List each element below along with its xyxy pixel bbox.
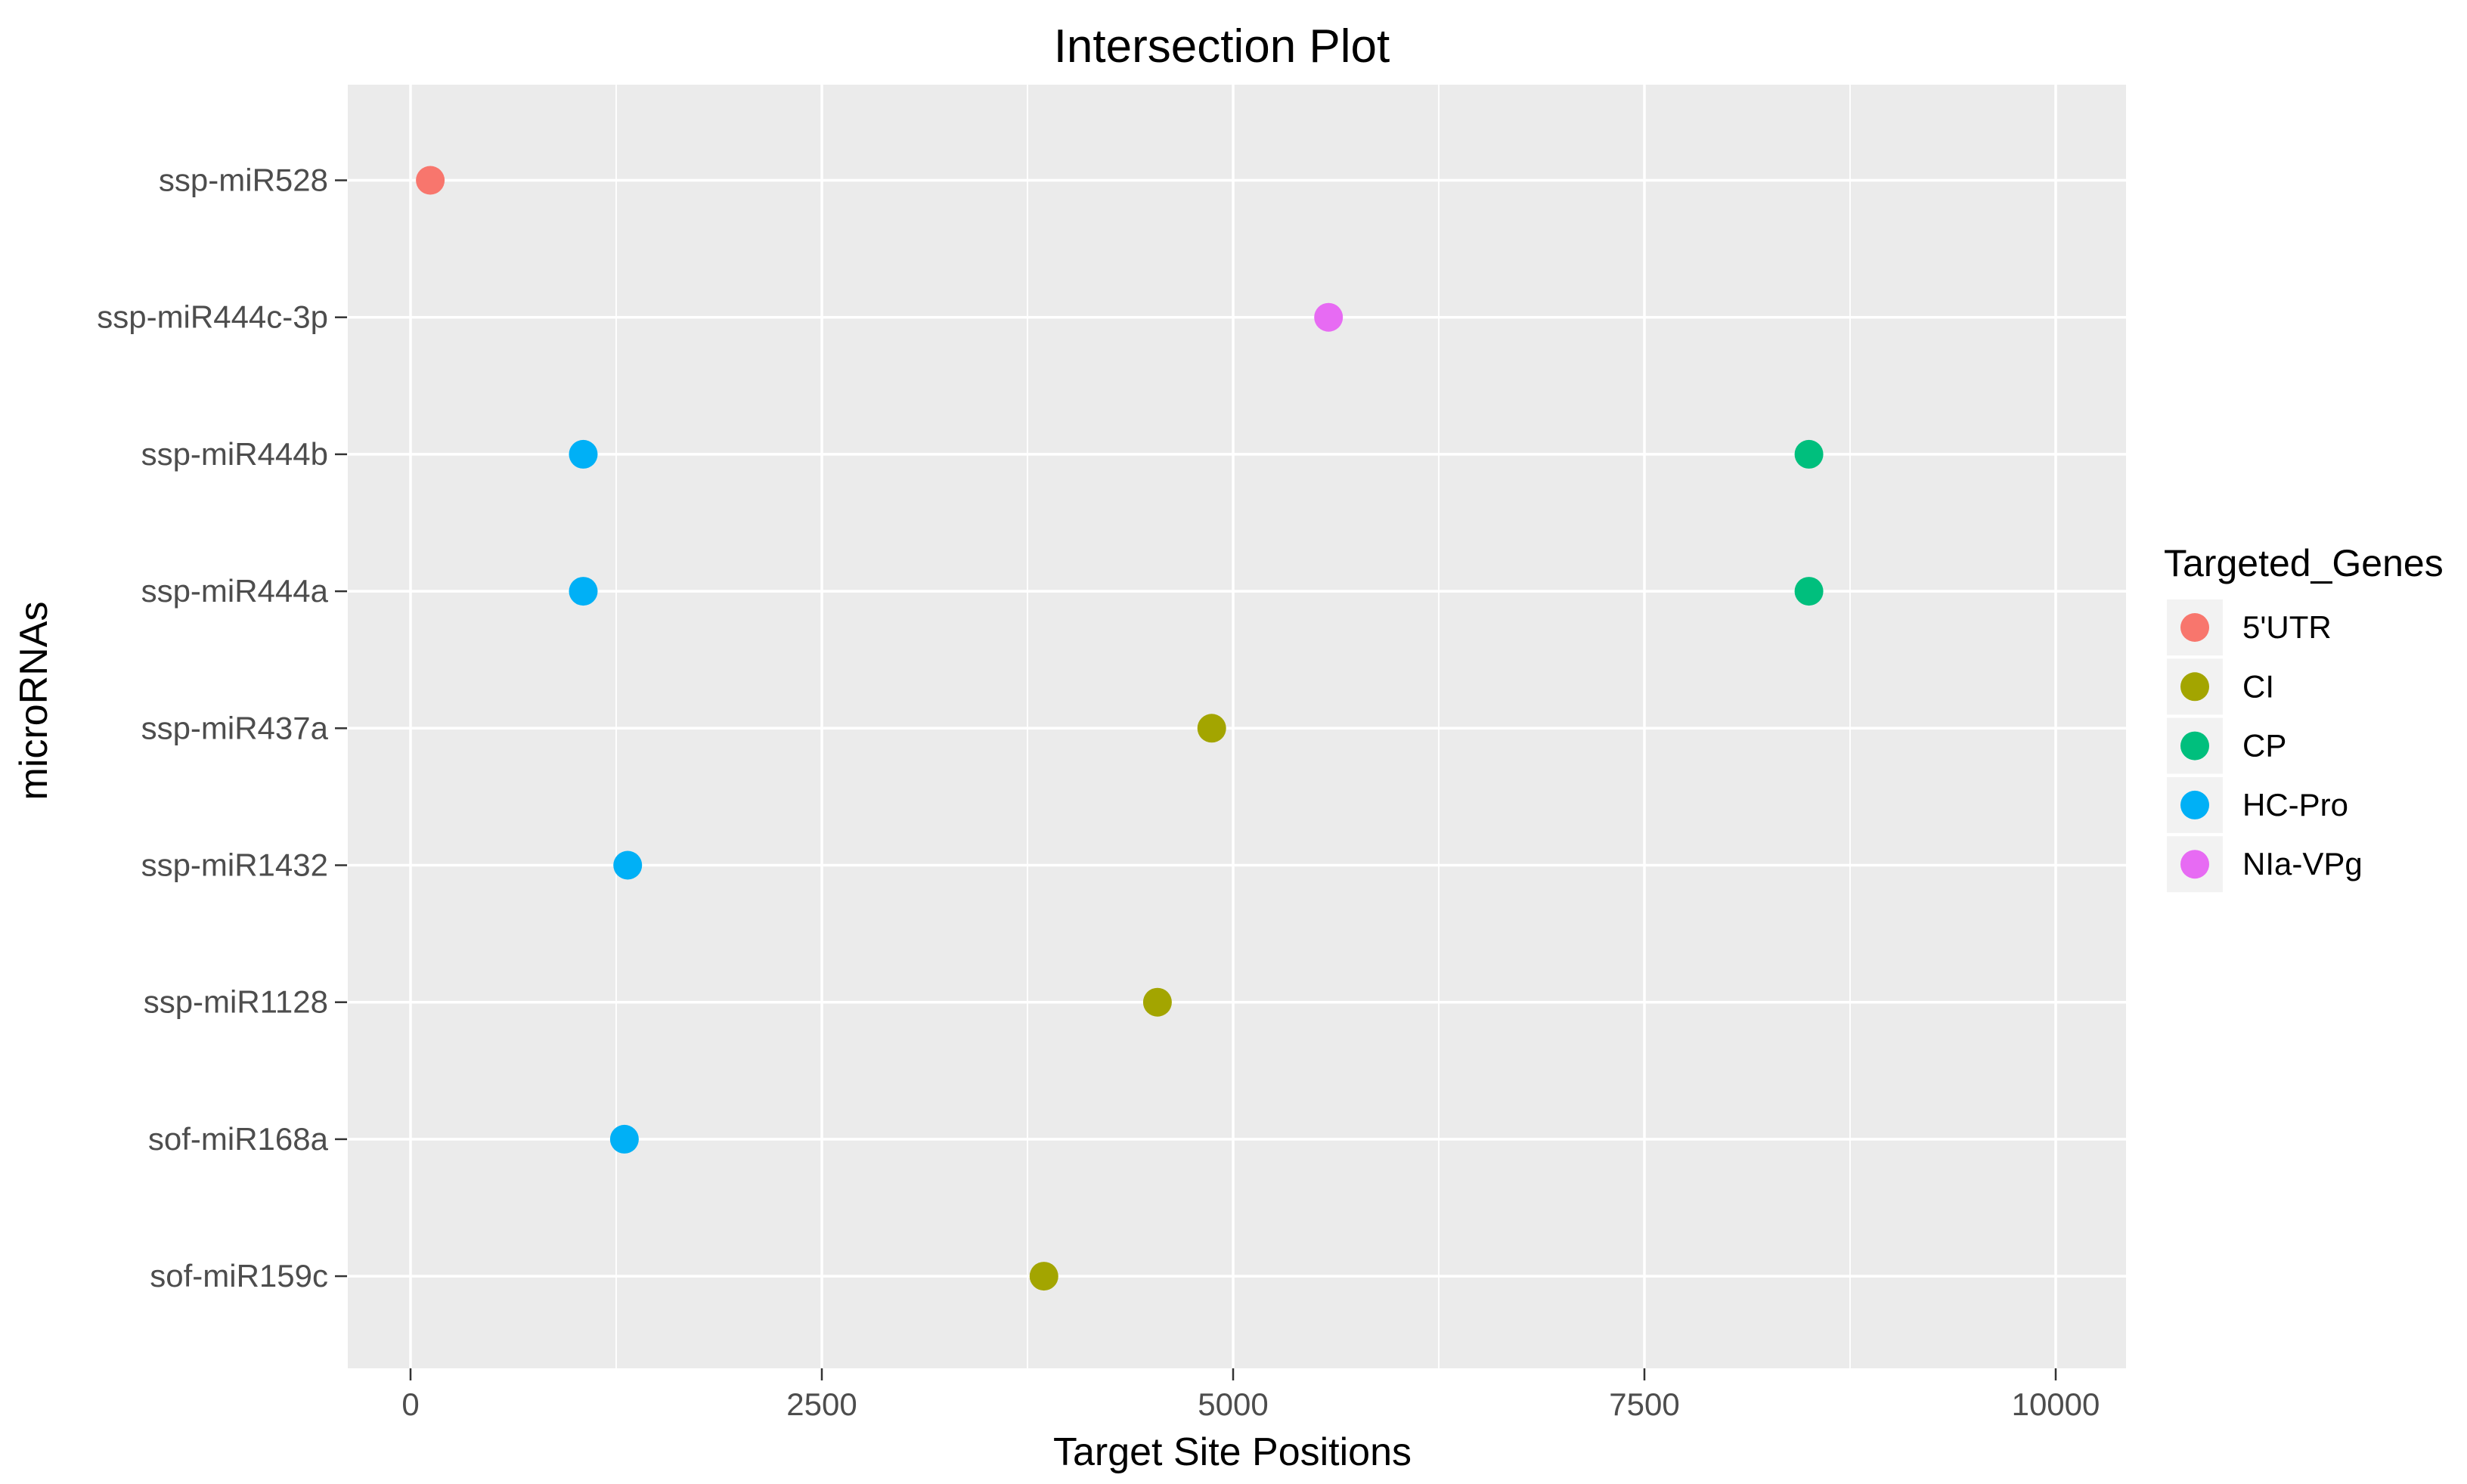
plot-panel-layer — [348, 85, 2126, 1368]
legend-key-dot — [2180, 731, 2209, 761]
data-point — [1197, 714, 1226, 743]
legend-key-dot — [2180, 672, 2209, 702]
x-tick-label: 2500 — [786, 1386, 857, 1422]
legend-key-dot — [2180, 850, 2209, 879]
x-tick-label: 5000 — [1198, 1386, 1268, 1422]
legend-key-dot — [2180, 613, 2209, 642]
legend-entry-label: NIa-VPg — [2242, 846, 2363, 881]
y-category-label: ssp-miR444c-3p — [97, 299, 328, 335]
y-category-label: ssp-miR437a — [141, 710, 329, 745]
legend-entry-label: 5'UTR — [2242, 609, 2332, 645]
legend-entry-label: CI — [2242, 668, 2274, 704]
data-point — [609, 1124, 639, 1154]
y-category-label: ssp-miR444a — [141, 573, 329, 609]
data-point — [1314, 302, 1344, 332]
y-category-label: ssp-miR1128 — [144, 984, 328, 1020]
legend-layer: 5'UTR CI CP HC-Pro NIa-VPg — [2167, 599, 2363, 893]
y-axis-title: microRNAs — [12, 602, 56, 801]
y-category-label: sof-miR159c — [150, 1258, 328, 1293]
y-category-label: ssp-miR444b — [141, 436, 328, 472]
data-point — [569, 577, 598, 606]
legend-entry-label: CP — [2242, 728, 2286, 764]
x-tick-label: 0 — [401, 1386, 419, 1422]
data-point — [1142, 987, 1172, 1017]
data-point — [416, 166, 445, 195]
axis-layer: 0 2500 5000 7500 10000 ssp-miR528 ssp-miR444c-… — [97, 163, 2100, 1423]
data-point-layer — [416, 166, 1824, 1291]
data-point — [1794, 577, 1824, 606]
y-category-label: ssp-miR528 — [159, 163, 328, 198]
legend-entry-label: HC-Pro — [2242, 787, 2348, 823]
data-point — [1794, 439, 1824, 469]
plot-panel — [348, 85, 2126, 1368]
chart-title: Intersection Plot — [1054, 20, 1390, 73]
data-point — [569, 439, 598, 469]
x-axis-title: Target Site Positions — [1053, 1430, 1412, 1474]
legend-title: Targeted_Genes — [2164, 542, 2444, 584]
x-tick-label: 10000 — [2012, 1386, 2100, 1422]
y-category-label: sof-miR168a — [148, 1121, 329, 1157]
data-point — [613, 850, 643, 880]
gridline-layer — [348, 85, 2126, 1368]
x-tick-label: 7500 — [1609, 1386, 1679, 1422]
y-category-label: ssp-miR1432 — [141, 847, 328, 883]
data-point — [1029, 1262, 1058, 1291]
legend-key-dot — [2180, 790, 2209, 819]
